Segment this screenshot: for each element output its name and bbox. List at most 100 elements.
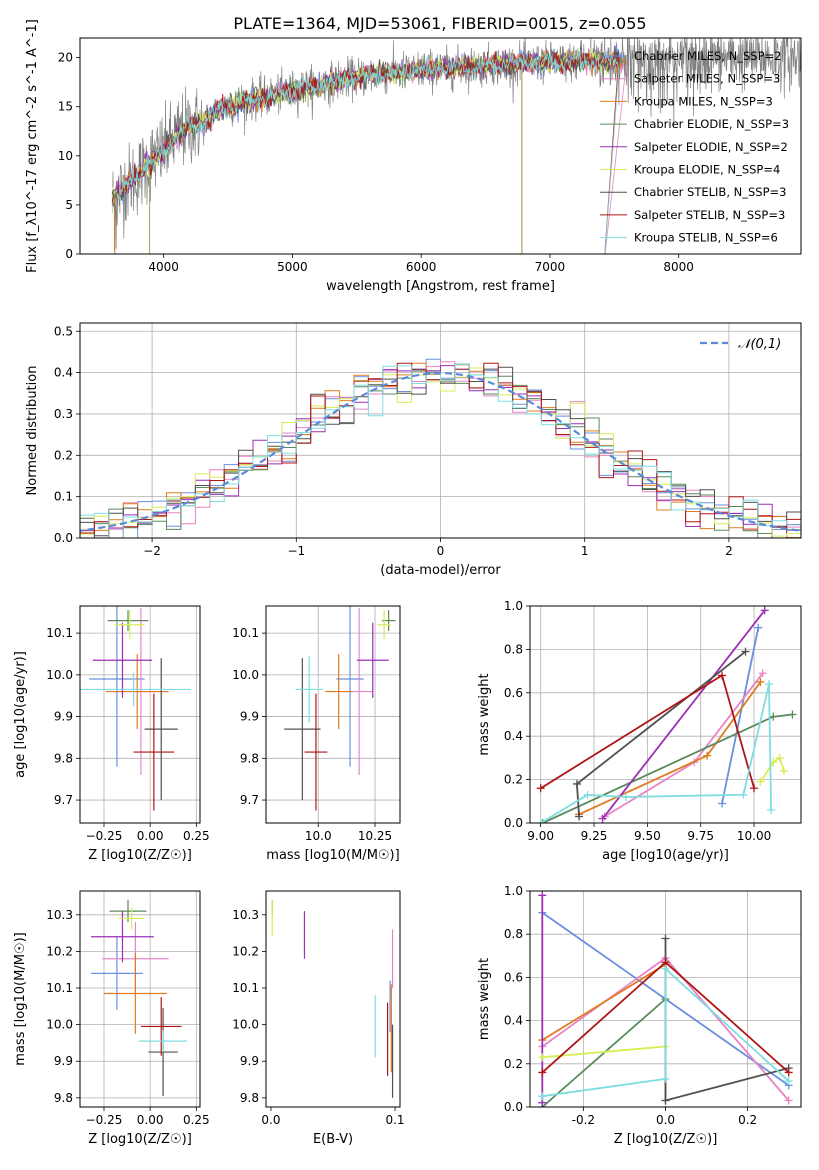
- weight-marker: [661, 1096, 670, 1105]
- weight-line: [540, 683, 772, 823]
- legend-entry: Chabrier ELODIE, N_SSP=3: [634, 117, 789, 131]
- y-tick-label: 9.8: [240, 1091, 259, 1105]
- y-tick-label: 10.1: [232, 626, 259, 640]
- legend-entry: 𝒩(0,1): [738, 337, 781, 352]
- y-axis-label: mass weight: [477, 673, 492, 755]
- weight_vs_Z-lines: [538, 891, 793, 1107]
- y-axis-label: mass weight: [477, 958, 492, 1040]
- y-tick-label: 9.7: [54, 793, 73, 807]
- legend-entry: Salpeter ELODIE, N_SSP=2: [634, 140, 788, 154]
- x-tick-label: −1: [287, 544, 305, 558]
- model-spectrum-line: [111, 50, 620, 254]
- weight-line: [664, 938, 789, 1102]
- spectrum-legend: Chabrier MILES, N_SSP=2 Salpeter MILES, N…: [600, 49, 789, 245]
- weight-marker: [784, 1096, 793, 1105]
- y-tick-label: 0.2: [504, 1057, 523, 1071]
- y-tick-label: 0.2: [54, 448, 73, 462]
- x-axis-label: age [log10(age/yr)]: [602, 848, 729, 863]
- weight-line: [721, 627, 760, 804]
- axes-frame: [79, 37, 802, 255]
- weight-marker: [758, 669, 767, 678]
- x-axis-label: Z [log10(Z/Z☉)]: [88, 848, 192, 863]
- weight-marker: [622, 792, 631, 801]
- axes-mass_vs_ebv: 0.0 0.1 9.8 9.9 10.0 10.1 10.2 10.3 E(B-V): [232, 908, 404, 1147]
- weight-marker: [661, 1074, 670, 1083]
- legend-entry: Chabrier STELIB, N_SSP=3: [634, 185, 786, 199]
- y-tick-label: 0.6: [504, 686, 523, 700]
- legend-entry: Chabrier MILES, N_SSP=2: [634, 49, 781, 63]
- weight-marker: [575, 812, 584, 821]
- x-tick-label: 9.50: [634, 829, 661, 843]
- weight-marker: [754, 623, 763, 632]
- weight-marker: [718, 671, 727, 680]
- weight-line: [541, 998, 667, 1107]
- weight-line: [601, 609, 766, 820]
- weight-marker: [536, 784, 545, 793]
- weight-marker: [703, 751, 712, 760]
- weight-marker: [536, 819, 545, 823]
- mass_vs_ebv-points: [271, 900, 394, 1098]
- y-tick-label: 0.0: [504, 1100, 523, 1114]
- x-tick-label: −0.25: [86, 829, 123, 843]
- y-axis-label: age [log10(age/yr)]: [13, 651, 28, 778]
- y-tick-label: 1.0: [504, 884, 523, 898]
- weight-line: [542, 1045, 666, 1059]
- y-tick-label: 9.8: [54, 751, 73, 765]
- weight-marker: [598, 814, 607, 823]
- weight-marker: [784, 1068, 793, 1077]
- y-tick-label: 0.5: [54, 324, 73, 338]
- weight-marker: [538, 1092, 547, 1101]
- spectrum-plot: [111, 38, 801, 254]
- x-tick-label: 6000: [406, 260, 437, 274]
- y-tick-label: 9.7: [240, 793, 259, 807]
- axes-frame: [79, 890, 201, 1108]
- legend-entry: Kroupa STELIB, N_SSP=6: [634, 231, 778, 245]
- y-tick-label: 5: [65, 198, 73, 212]
- x-tick-label: 0.1: [385, 1113, 404, 1127]
- weight-marker: [538, 1053, 547, 1062]
- x-tick-label: 0: [437, 544, 445, 558]
- y-tick-label: 9.9: [54, 710, 73, 724]
- weight-line: [759, 756, 785, 783]
- x-axis-label: (data-model)/error: [380, 563, 501, 578]
- x-tick-label: 7000: [535, 260, 566, 274]
- weight-marker: [739, 790, 748, 799]
- axes-frame: [79, 605, 201, 824]
- weight-marker: [760, 606, 769, 615]
- x-tick-label: 0.0: [261, 1113, 280, 1127]
- x-tick-label: 0.25: [183, 829, 210, 843]
- y-tick-label: 0.2: [504, 773, 523, 787]
- y-tick-label: 10.0: [232, 1018, 259, 1032]
- weight-marker: [741, 647, 750, 656]
- weight-marker: [538, 891, 547, 900]
- weight_vs_age-lines: [536, 606, 797, 823]
- x-tick-label: 10.25: [358, 829, 392, 843]
- x-tick-label: 5000: [277, 260, 308, 274]
- y-tick-label: 0.8: [504, 927, 523, 941]
- y-tick-label: 10.0: [232, 668, 259, 682]
- legend-entry: Salpeter MILES, N_SSP=3: [634, 72, 780, 86]
- weight-marker: [767, 805, 776, 814]
- axes-mass_vs_Z: −0.25 0.00 0.25 9.8 9.9 10.0 10.1 10.2 10.3 Z [lo…: [13, 891, 210, 1147]
- weight-line: [542, 966, 790, 1098]
- y-axis-label: Flux [f_λ10^-17 erg cm^-2 s^-1 A^-1]: [25, 19, 40, 273]
- weight-marker: [769, 712, 778, 721]
- x-tick-label: 2: [725, 544, 733, 558]
- axes-frame: [79, 322, 802, 539]
- x-axis-label: E(B-V): [313, 1132, 353, 1147]
- legend-entry: Kroupa ELODIE, N_SSP=4: [634, 163, 780, 177]
- x-tick-label: 9.00: [527, 829, 554, 843]
- histogram-legend: 𝒩(0,1): [700, 337, 781, 352]
- y-axis-label: mass [log10(M/M☉)]: [13, 932, 28, 1065]
- weight-marker: [661, 934, 670, 943]
- y-tick-label: 0.4: [504, 1014, 523, 1028]
- legend-entry: Kroupa MILES, N_SSP=3: [634, 94, 773, 108]
- legend-entry: Salpeter STELIB, N_SSP=3: [634, 208, 785, 222]
- y-tick-label: 1.0: [504, 599, 523, 613]
- weight-line: [542, 713, 793, 823]
- y-tick-label: 10.3: [232, 908, 259, 922]
- y-tick-label: 9.8: [54, 1091, 73, 1105]
- weight-marker: [750, 784, 759, 793]
- weight-marker: [756, 677, 765, 686]
